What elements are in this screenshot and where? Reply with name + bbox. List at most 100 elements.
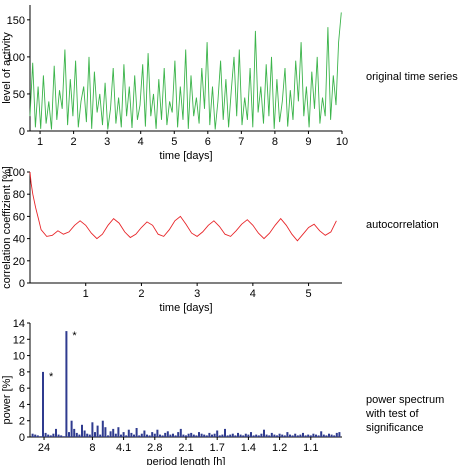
spectrum-bar: [177, 432, 180, 437]
spectrum-bar: [140, 433, 143, 437]
x-tick-label: 9: [305, 136, 311, 148]
spectrum-bar: [70, 420, 73, 437]
spectrum-bar: [99, 434, 102, 437]
spectrum-bar: [127, 429, 130, 437]
spectrum-bar: [263, 429, 265, 437]
spectrum-bar: [138, 435, 141, 437]
spectrum-bar: [255, 434, 258, 437]
spectrum-bar: [216, 430, 219, 437]
spectrum-bar: [208, 432, 211, 437]
spectrum-bar: [320, 431, 323, 437]
x-tick-label: 4.1: [116, 442, 131, 454]
spectrum-bar: [57, 434, 60, 437]
spectrum-bar: [190, 432, 193, 437]
spectrum-bar: [49, 435, 52, 437]
y-tick-label: 12: [13, 334, 25, 346]
spectrum-bar: [200, 433, 203, 437]
y-tick-label: 0: [19, 278, 25, 290]
spectrum-bar: [39, 436, 42, 437]
x-tick-label: 2.1: [178, 442, 193, 454]
y-tick-label: 80: [13, 189, 25, 201]
spectrum-bar: [166, 431, 169, 437]
spectrum-bar: [211, 434, 213, 437]
spectrum-bar: [224, 428, 226, 437]
y-axis-title: power [%]: [1, 376, 13, 425]
y-tick-label: 100: [7, 52, 25, 64]
spectrum-bar: [117, 427, 120, 437]
spectrum-bar: [88, 434, 91, 437]
x-tick-label: 4: [250, 288, 256, 300]
spectrum-bar: [107, 435, 109, 437]
spectrum-bar: [257, 435, 260, 437]
spectrum-bar: [83, 430, 86, 437]
spectrum-bar: [195, 435, 198, 437]
spectrum-bar: [36, 435, 39, 437]
spectrum-bar: [247, 434, 250, 437]
spectrum-bar: [283, 435, 286, 437]
spectrum-bar: [133, 434, 135, 437]
spectrum-bar: [322, 434, 325, 437]
x-tick-label: 3: [104, 136, 110, 148]
spectrum-bar: [104, 427, 107, 437]
spectrum-bar: [60, 435, 63, 437]
spectrum-bar: [244, 433, 247, 437]
y-tick-label: 40: [13, 234, 25, 246]
x-tick-label: 7: [238, 136, 244, 148]
spectrum-bar: [161, 435, 164, 437]
spectrum-bar: [335, 432, 338, 437]
significance-star: *: [49, 371, 54, 383]
spectrum-bar: [101, 420, 104, 437]
spectrum-bar: [299, 434, 302, 437]
spectrum-bar: [156, 429, 159, 437]
spectrum-bar: [172, 433, 174, 437]
y-tick-label: 10: [13, 351, 25, 363]
spectrum-bar: [289, 434, 291, 437]
x-tick-label: 2: [138, 288, 144, 300]
spectrum-bar: [250, 432, 252, 437]
spectrum-bar: [52, 433, 55, 437]
spectrum-bar: [221, 434, 224, 437]
activity-series-line: [29, 12, 342, 130]
spectrum-bar: [231, 433, 234, 437]
x-axis-title: period length [h]: [147, 456, 226, 465]
y-tick-label: 2: [19, 416, 25, 428]
spectrum-bar: [276, 435, 278, 437]
spectrum-bar: [86, 433, 89, 437]
spectrum-bar: [270, 432, 273, 437]
y-axis-title: level of activity: [1, 32, 13, 104]
y-tick-label: 6: [19, 383, 25, 395]
spectrum-bar: [182, 434, 185, 437]
x-tick-label: 1.2: [272, 442, 287, 454]
y-tick-label: 100: [7, 167, 25, 179]
spectrum-bar: [315, 434, 317, 437]
spectrum-bar: [260, 433, 263, 437]
spectrum-bar: [94, 432, 96, 437]
spectrum-bar: [185, 435, 187, 437]
y-tick-label: 150: [7, 15, 25, 27]
x-tick-label: 1.7: [210, 442, 225, 454]
autocorrelation-panel: 0 20 40 60 80 100 1 2 3 4 5 time [days] correlation …: [1, 166, 342, 314]
x-tick-label: 1: [83, 288, 89, 300]
spectrum-bar: [31, 433, 34, 437]
y-tick-label: 60: [13, 211, 25, 223]
spectrum-bar: [112, 428, 115, 437]
spectrum-bar: [91, 422, 94, 437]
spectrum-bar: [218, 435, 221, 437]
spectrum-bar: [234, 435, 237, 437]
y-tick-label: 50: [13, 89, 25, 101]
spectrum-bar: [338, 432, 341, 437]
spectrum-bar: [304, 435, 307, 437]
spectrum-bar: [169, 434, 172, 437]
spectrum-bar: [135, 428, 138, 437]
spectrum-bar: [281, 434, 284, 437]
spectrum-bar: [179, 428, 182, 437]
autocorrelation-side-label: autocorrelation: [366, 219, 439, 231]
spectrum-bar: [309, 435, 312, 437]
y-tick-label: 4: [19, 399, 25, 411]
significance-star: *: [72, 330, 77, 342]
spectrum-bar: [198, 432, 200, 437]
spectrum-bar: [330, 434, 333, 437]
x-tick-label: 6: [205, 136, 211, 148]
y-tick-label: 0: [19, 432, 25, 444]
